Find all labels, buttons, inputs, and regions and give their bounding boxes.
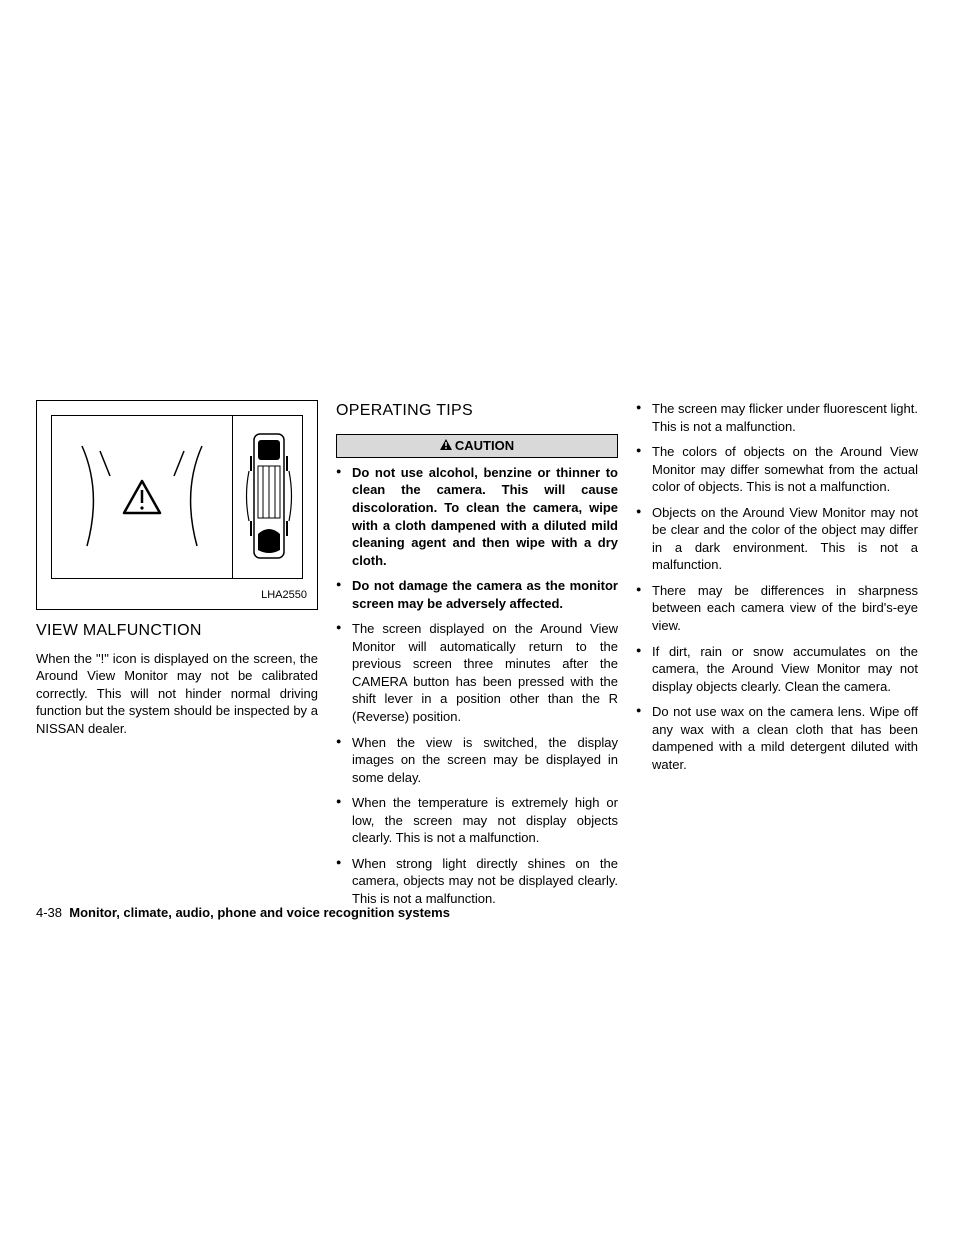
page-footer: 4-38 Monitor, climate, audio, phone and … — [36, 905, 450, 920]
list-text: The screen may flicker under fluorescent… — [652, 401, 918, 434]
list-text: The screen displayed on the Around View … — [352, 621, 618, 724]
list-item: When strong light directly shines on the… — [336, 855, 618, 908]
list-item: Do not damage the camera as the monitor … — [336, 577, 618, 612]
list-item: Objects on the Around View Monitor may n… — [636, 504, 918, 574]
list-text: When strong light directly shines on the… — [352, 856, 618, 906]
figure-box: LHA2550 — [36, 400, 318, 610]
list-text: Do not damage the camera as the monitor … — [352, 578, 618, 611]
list-text: The colors of objects on the Around View… — [652, 444, 918, 494]
list-item: Do not use alcohol, benzine or thinner t… — [336, 464, 618, 569]
page-number: 4-38 — [36, 905, 62, 920]
list-text: There may be differences in sharpness be… — [652, 583, 918, 633]
list-item: When the temperature is extremely high o… — [336, 794, 618, 847]
figure-left-illustration — [52, 416, 232, 576]
list-item: The colors of objects on the Around View… — [636, 443, 918, 496]
warning-icon — [440, 437, 452, 455]
column-1: LHA2550 VIEW MALFUNCTION When the "!" ic… — [36, 400, 318, 916]
list-item: The screen may flicker under fluorescent… — [636, 400, 918, 435]
list-item: The screen displayed on the Around View … — [336, 620, 618, 725]
list-item: There may be differences in sharpness be… — [636, 582, 918, 635]
figure-divider — [232, 416, 233, 578]
caution-label: CAUTION — [455, 438, 514, 453]
caution-box: CAUTION — [336, 434, 618, 458]
view-malfunction-heading: VIEW MALFUNCTION — [36, 620, 318, 642]
column-3: The screen may flicker under fluorescent… — [636, 400, 918, 916]
list-text: When the view is switched, the display i… — [352, 735, 618, 785]
figure-right-illustration — [236, 416, 302, 576]
list-item: If dirt, rain or snow accumulates on the… — [636, 643, 918, 696]
list-item: When the view is switched, the display i… — [336, 734, 618, 787]
content-area: LHA2550 VIEW MALFUNCTION When the "!" ic… — [36, 400, 918, 916]
figure-label: LHA2550 — [261, 588, 307, 603]
column-2: OPERATING TIPS CAUTION Do not use alcoho… — [336, 400, 618, 916]
view-malfunction-para: When the "!" icon is displayed on the sc… — [36, 650, 318, 738]
col3-bullets: The screen may flicker under fluorescent… — [636, 400, 918, 773]
footer-title: Monitor, climate, audio, phone and voice… — [69, 905, 450, 920]
list-item: Do not use wax on the camera lens. Wipe … — [636, 703, 918, 773]
list-text: If dirt, rain or snow accumulates on the… — [652, 644, 918, 694]
list-text: Do not use alcohol, benzine or thinner t… — [352, 465, 618, 568]
figure-inner — [51, 415, 303, 579]
list-text: When the temperature is extremely high o… — [352, 795, 618, 845]
list-text: Do not use wax on the camera lens. Wipe … — [652, 704, 918, 772]
list-text: Objects on the Around View Monitor may n… — [652, 505, 918, 573]
operating-tips-heading: OPERATING TIPS — [336, 400, 618, 422]
col2-bullets: Do not use alcohol, benzine or thinner t… — [336, 464, 618, 908]
